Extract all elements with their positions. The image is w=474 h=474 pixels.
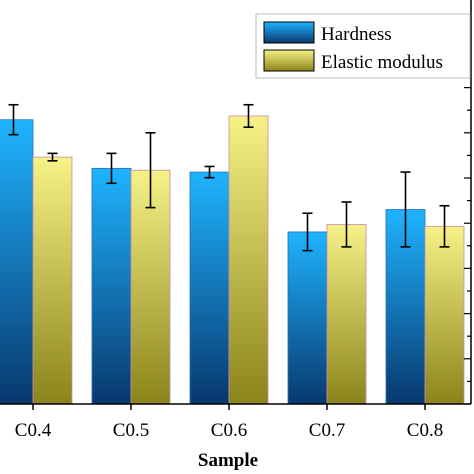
legend: Hardness Elastic modulus xyxy=(255,13,471,79)
bars-group xyxy=(0,115,465,405)
bar-hardness-c0-5 xyxy=(91,167,132,405)
error-bar-elastic-modulus-c0-4 xyxy=(47,152,58,162)
legend-label-elastic-modulus: Elastic modulus xyxy=(321,52,443,73)
error-bar-hardness-c0-5 xyxy=(106,152,117,185)
bar-hardness-c0-4 xyxy=(0,119,34,405)
error-bar-hardness-c0-7 xyxy=(302,212,313,252)
error-bar-hardness-c0-8 xyxy=(400,171,411,248)
x-tick-label-c0-8: C0.8 xyxy=(407,420,443,441)
bar-hardness-c0-7 xyxy=(287,231,328,405)
bar-elastic-modulus-c0-5 xyxy=(130,169,171,405)
bar-elastic-modulus-c0-8 xyxy=(424,225,465,405)
error-bar-elastic-modulus-c0-8 xyxy=(439,204,450,248)
bar-elastic-modulus-c0-6 xyxy=(228,115,269,405)
legend-swatch-hardness xyxy=(263,21,315,44)
x-ticks-group: C0.4 C0.5 C0.6 C0.7 C0.8 xyxy=(15,404,443,441)
x-tick-label-c0-5: C0.5 xyxy=(113,420,149,441)
bar-elastic-modulus-c0-4 xyxy=(32,156,73,405)
legend-swatch-elastic-modulus xyxy=(263,49,315,72)
error-bar-hardness-c0-4 xyxy=(8,103,19,136)
x-axis-title: Sample xyxy=(198,450,258,471)
error-bar-elastic-modulus-c0-7 xyxy=(341,201,352,248)
legend-label-hardness: Hardness xyxy=(321,24,392,45)
bar-elastic-modulus-c0-7 xyxy=(326,224,367,405)
x-tick-label-c0-6: C0.6 xyxy=(211,420,247,441)
error-bar-elastic-modulus-c0-5 xyxy=(145,131,156,209)
bar-hardness-c0-6 xyxy=(189,171,230,405)
x-tick-label-c0-7: C0.7 xyxy=(309,420,345,441)
x-tick-label-c0-4: C0.4 xyxy=(15,420,52,441)
error-bar-hardness-c0-6 xyxy=(204,165,215,179)
error-bars-group xyxy=(8,103,450,252)
error-bar-elastic-modulus-c0-6 xyxy=(243,103,254,128)
